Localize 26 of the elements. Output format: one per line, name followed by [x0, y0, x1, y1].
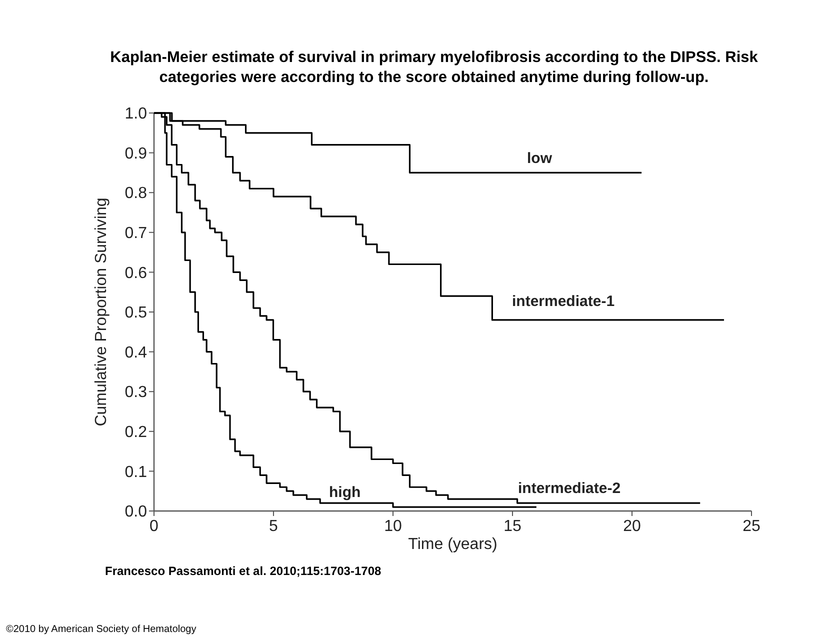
y-tick-label: 0.0 [124, 504, 148, 521]
x-tick-label: 20 [623, 518, 641, 535]
y-tick-label: 0.6 [124, 264, 148, 282]
text: ©2010 by American Society of Hematology [6, 624, 196, 635]
series-label: intermediate-2 [518, 480, 621, 497]
y-tick-label: 0.9 [124, 145, 148, 162]
x-tick-label: 15 [504, 518, 522, 535]
y-tick-label: 0.7 [124, 225, 148, 242]
chart-title: Kaplan-Meier estimate of survival in primary myelofibrosis according to the DIPSS. Risk categories were according to the score obtained anytime during follow-up. [110, 49, 758, 86]
y-tick-label: 0.8 [124, 185, 148, 202]
y-tick-label: 0.2 [124, 424, 148, 441]
x-axis-title: Time (years) [408, 536, 498, 553]
y-tick-label: 0.3 [124, 384, 148, 402]
y-tick-label: 0.5 [124, 304, 148, 322]
y-tick-label: 0.1 [124, 464, 148, 481]
series-label: low [527, 150, 552, 167]
x-tick-label: 5 [269, 518, 278, 535]
y-tick-label: 1.0 [124, 106, 148, 123]
series-label: high [329, 484, 361, 501]
y-axis-title: Cumulative Proportion Surviving [93, 198, 110, 426]
x-tick-label: 10 [384, 518, 402, 535]
series-label: intermediate-1 [512, 293, 615, 310]
y-tick-label: 0.4 [124, 344, 148, 362]
x-tick-label: 0 [150, 518, 159, 535]
x-tick-label: 25 [742, 518, 760, 535]
text: Francesco Passamonti et al. 2010;115:1703-1708 [105, 564, 382, 578]
